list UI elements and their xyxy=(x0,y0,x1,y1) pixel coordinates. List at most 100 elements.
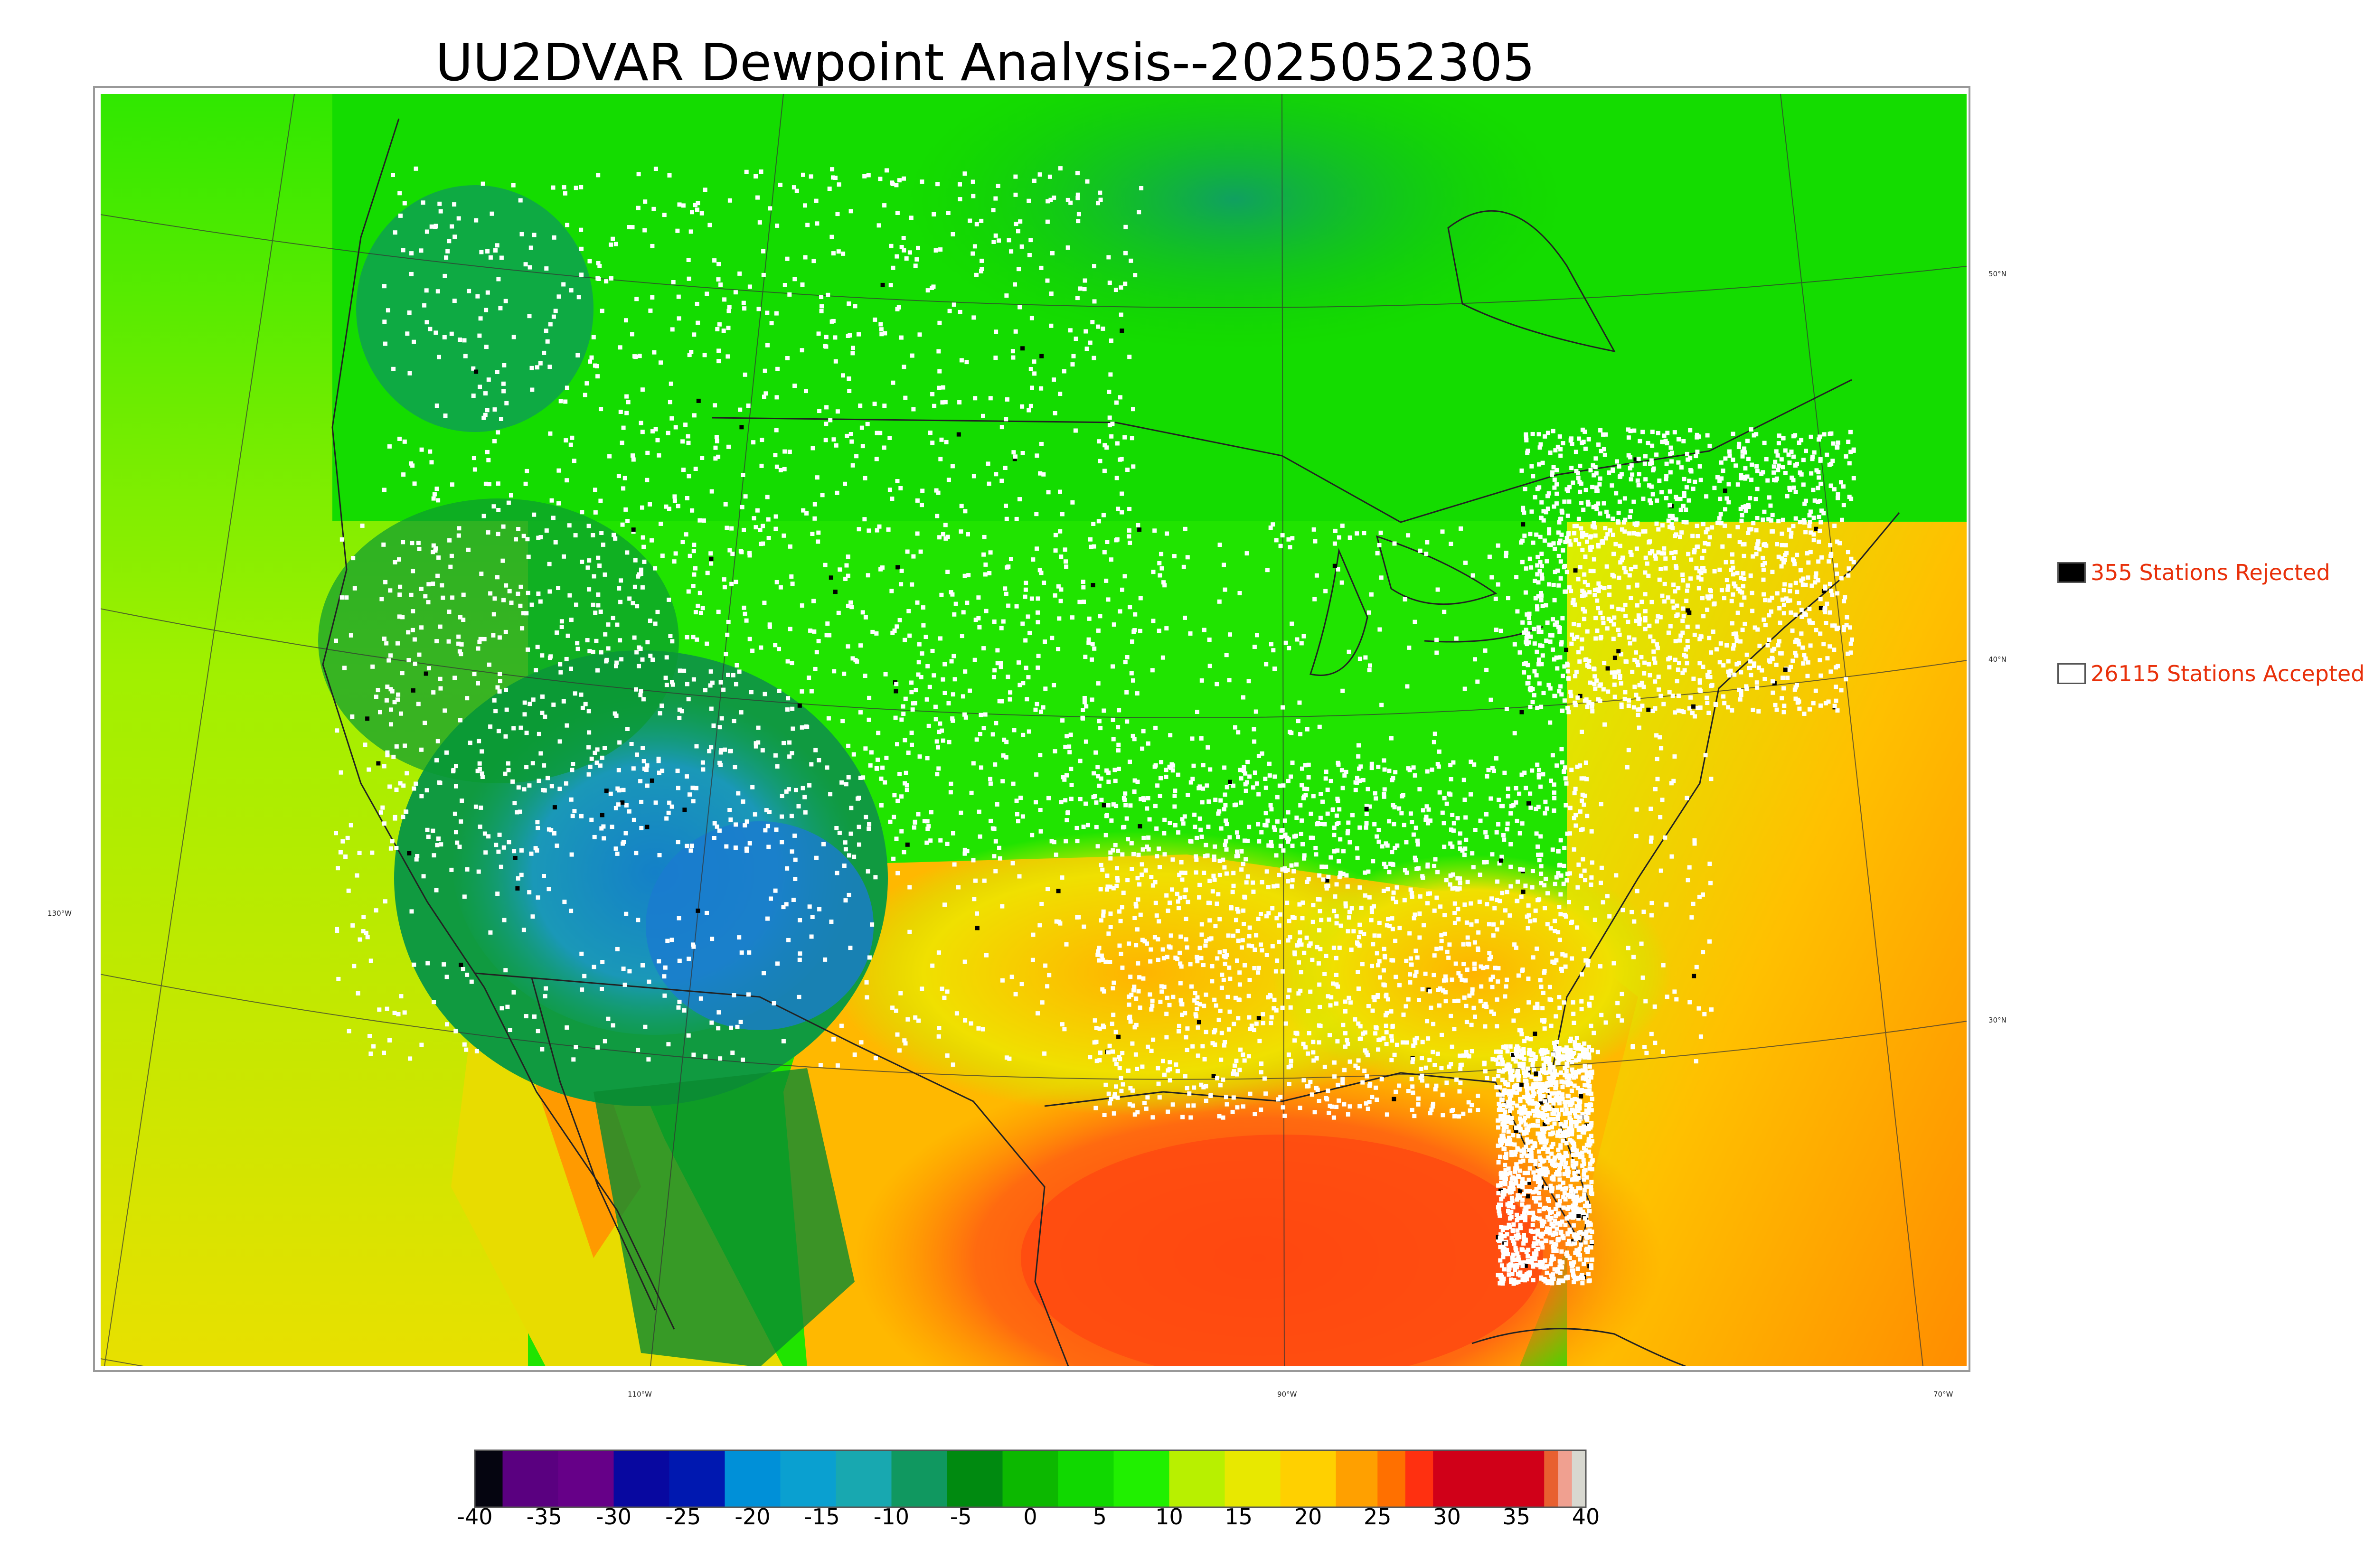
station-marker xyxy=(1818,703,1823,708)
station-marker xyxy=(1536,1090,1541,1095)
station-marker xyxy=(1700,555,1705,560)
station-marker xyxy=(964,360,969,365)
station-marker xyxy=(972,657,977,662)
station-marker xyxy=(1632,637,1637,642)
station-marker xyxy=(1545,1147,1550,1152)
station-marker xyxy=(583,393,587,397)
station-marker xyxy=(894,836,899,841)
station-marker xyxy=(480,775,485,779)
station-marker xyxy=(1509,1120,1514,1125)
station-marker xyxy=(1497,798,1501,802)
station-marker xyxy=(1513,1149,1518,1154)
station-marker xyxy=(1212,857,1216,862)
station-marker xyxy=(1197,946,1202,950)
station-marker xyxy=(1694,454,1698,459)
station-marker xyxy=(1483,1069,1488,1074)
station-marker xyxy=(562,185,566,190)
station-marker xyxy=(388,687,393,692)
station-marker xyxy=(1817,539,1821,544)
station-marker xyxy=(1266,911,1271,916)
station-marker xyxy=(1471,865,1476,870)
station-marker xyxy=(1106,1091,1111,1096)
station-marker xyxy=(716,610,721,614)
station-marker xyxy=(491,612,496,617)
station-marker xyxy=(860,610,865,615)
station-marker xyxy=(1754,464,1759,469)
station-marker xyxy=(1222,765,1227,770)
station-marker xyxy=(1537,445,1542,450)
station-marker xyxy=(1649,807,1653,811)
station-marker xyxy=(1531,1217,1536,1222)
station-marker xyxy=(1754,432,1759,437)
station-marker xyxy=(1740,454,1745,459)
station-marker xyxy=(1420,1040,1425,1044)
station-marker xyxy=(1103,1082,1108,1087)
station-marker xyxy=(1649,913,1654,918)
station-marker xyxy=(866,869,870,874)
station-marker xyxy=(1058,392,1063,396)
station-marker xyxy=(527,783,532,788)
station-marker xyxy=(1283,640,1288,645)
station-marker xyxy=(1705,695,1709,700)
station-marker xyxy=(873,317,877,322)
station-marker xyxy=(1379,1077,1384,1081)
station-marker xyxy=(492,596,497,601)
station-marker xyxy=(1109,557,1113,562)
station-marker xyxy=(1524,786,1528,790)
station-marker xyxy=(1655,642,1659,647)
station-marker xyxy=(1658,735,1662,740)
station-marker xyxy=(1577,436,1581,441)
station-marker xyxy=(1212,997,1217,1002)
station-marker xyxy=(998,856,1002,861)
station-marker xyxy=(688,848,693,853)
station-marker xyxy=(1598,428,1603,432)
station-marker xyxy=(1362,1069,1367,1073)
station-marker xyxy=(982,878,987,883)
station-marker xyxy=(386,658,391,663)
station-marker xyxy=(1569,768,1574,772)
station-marker xyxy=(1531,1085,1536,1089)
station-marker xyxy=(1774,707,1779,712)
station-marker xyxy=(1657,687,1661,692)
station-marker xyxy=(1687,479,1692,483)
station-marker xyxy=(737,669,742,674)
station-marker xyxy=(431,550,435,554)
station-marker xyxy=(1828,582,1832,586)
station-marker xyxy=(1564,1061,1569,1066)
station-marker xyxy=(693,610,698,615)
station-marker xyxy=(653,427,658,432)
station-marker xyxy=(587,730,592,735)
station-marker xyxy=(1782,704,1787,708)
station-marker xyxy=(1286,1052,1291,1057)
station-marker xyxy=(1674,495,1678,499)
station-marker xyxy=(1634,619,1639,623)
station-marker xyxy=(452,676,457,680)
map-field xyxy=(101,94,1967,1366)
station-marker xyxy=(1651,466,1656,471)
station-marker xyxy=(1039,354,1044,358)
station-marker xyxy=(1289,863,1294,868)
station-marker xyxy=(743,494,748,499)
station-marker xyxy=(894,183,899,188)
station-marker xyxy=(1274,1008,1279,1013)
station-marker xyxy=(1197,816,1202,821)
station-marker xyxy=(399,994,404,999)
station-marker xyxy=(1374,1085,1378,1090)
station-marker xyxy=(847,892,851,897)
station-marker xyxy=(1643,616,1648,620)
station-marker xyxy=(975,926,980,930)
station-marker xyxy=(1007,238,1011,243)
station-marker xyxy=(1564,781,1569,786)
station-marker xyxy=(1567,485,1572,489)
station-marker xyxy=(1476,946,1480,951)
station-marker xyxy=(1737,441,1742,446)
station-marker xyxy=(1036,620,1040,625)
station-marker xyxy=(1417,935,1422,940)
station-marker xyxy=(1824,621,1828,625)
station-marker xyxy=(1565,1232,1570,1237)
station-marker xyxy=(1577,1152,1582,1156)
station-marker xyxy=(1534,673,1539,678)
station-marker xyxy=(1297,902,1302,907)
station-marker xyxy=(1554,1040,1559,1044)
station-marker xyxy=(1155,783,1160,788)
